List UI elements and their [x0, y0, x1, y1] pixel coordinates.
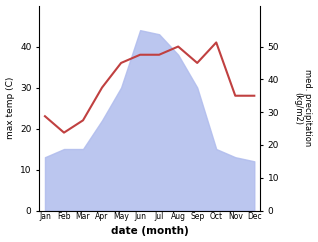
Y-axis label: med. precipitation
(kg/m2): med. precipitation (kg/m2) — [293, 69, 313, 147]
X-axis label: date (month): date (month) — [111, 227, 189, 236]
Y-axis label: max temp (C): max temp (C) — [5, 77, 15, 139]
